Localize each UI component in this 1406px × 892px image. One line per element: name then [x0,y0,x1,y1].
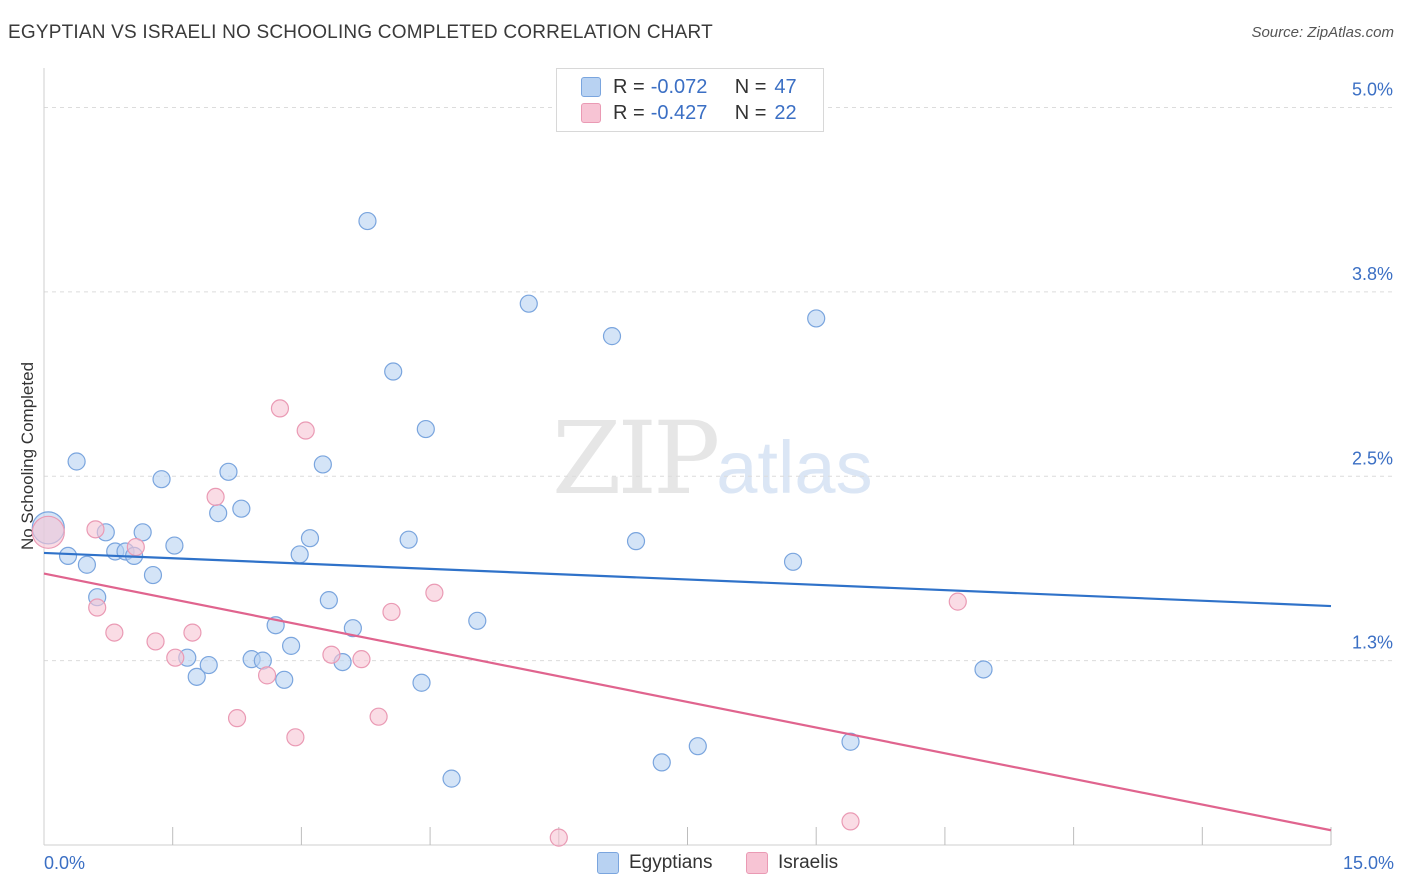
israeli-point [425,583,444,602]
israeli-point [369,707,388,726]
egyptian-trend-line [43,551,1332,608]
israeli-point [227,709,247,728]
legend-row-israelis: R = -0.427 N = 22 [581,100,797,126]
israeli-point [166,648,185,667]
legend-r-label: R = [613,75,645,98]
israeli-point [146,632,165,651]
egyptian-point [399,530,418,549]
egyptian-point [133,523,152,542]
stats-legend: R = -0.072 N = 47 R = -0.427 N = 22 [556,68,824,132]
egyptian-point [652,753,671,772]
israeli-point [549,828,568,847]
israeli-point [88,598,107,617]
egyptian-point [626,532,646,551]
series-legend: Egyptians Israelis [0,852,1406,878]
israeli-point [296,421,315,440]
source-label: Source: ZipAtlas.com [1251,24,1394,41]
watermark: ZIPatlas [552,400,873,517]
watermark-atlas: atlas [716,426,873,509]
egyptian-point [282,636,301,655]
legend-r-value: -0.427 [650,101,708,124]
egyptian-point [313,455,332,474]
legend-r-value: -0.072 [650,75,708,98]
egyptian-point [343,619,362,638]
legend-n-value: 47 [774,75,797,98]
egyptian-point [143,565,163,585]
egyptian-point [290,545,309,564]
egyptian-point [232,499,251,518]
egyptian-point [384,362,403,381]
israeli-point [86,520,105,539]
israeli-point [257,666,277,685]
egyptian-point [602,327,622,346]
israeli-point [382,602,401,622]
y-tick-label: 1.3% [1352,633,1393,653]
israeli-point [31,515,65,549]
egyptian-point [319,591,338,610]
legend-n-label: N = [734,75,767,98]
egyptian-point [219,462,238,481]
egyptian-point [67,452,86,471]
legend-r-label: R = [613,101,645,124]
israelis-legend-swatch [746,852,768,874]
egyptian-point [442,769,461,788]
israeli-point [105,623,124,642]
legend-row-egyptians: R = -0.072 N = 47 [581,74,797,100]
chart-title: EGYPTIAN VS ISRAELI NO SCHOOLING COMPLET… [8,22,713,43]
legend-label-egyptians: Egyptians [629,852,713,873]
israeli-point [183,623,202,642]
watermark-zip: ZIP [552,400,720,517]
egyptian-point [783,552,803,571]
y-tick-label: 2.5% [1352,448,1393,468]
legend-item-egyptians: Egyptians [597,852,712,874]
israeli-trend-line [43,572,1332,832]
y-tick-label: 5.0% [1352,80,1393,100]
egyptian-point [77,555,97,574]
y-tick-label: 3.8% [1352,264,1393,284]
egyptian-point [152,470,171,489]
egyptian-point [519,294,538,313]
legend-n-label: N = [734,101,767,124]
israeli-point [126,537,145,557]
egyptian-point [688,737,707,756]
egyptian-point [468,611,487,630]
egyptian-point [412,673,431,692]
egyptian-point [841,732,860,751]
egyptian-point [199,655,218,675]
egyptians-legend-swatch [597,852,619,874]
legend-n-value: 22 [774,101,797,124]
israeli-point [352,650,371,669]
egyptian-point [209,504,228,523]
israeli-point [322,645,341,664]
egyptian-point [416,419,435,439]
israelis-swatch [581,103,601,123]
x-tick-label: 15.0% [1343,853,1394,873]
egyptian-point [58,546,78,566]
legend-label-israelis: Israelis [778,852,839,873]
egyptians-swatch [581,77,601,97]
egyptian-point [807,309,826,328]
israeli-point [286,728,305,747]
egyptian-point [275,670,294,689]
egyptian-point [974,660,993,679]
egyptian-point [358,211,377,231]
israeli-point [270,399,290,418]
israeli-point [948,592,967,611]
israeli-point [206,487,225,506]
x-tick-label: 0.0% [44,853,85,873]
legend-item-israelis: Israelis [746,852,838,874]
egyptian-point [187,667,206,686]
egyptian-point [165,536,184,555]
israeli-point [841,812,860,831]
egyptian-point [300,529,320,548]
